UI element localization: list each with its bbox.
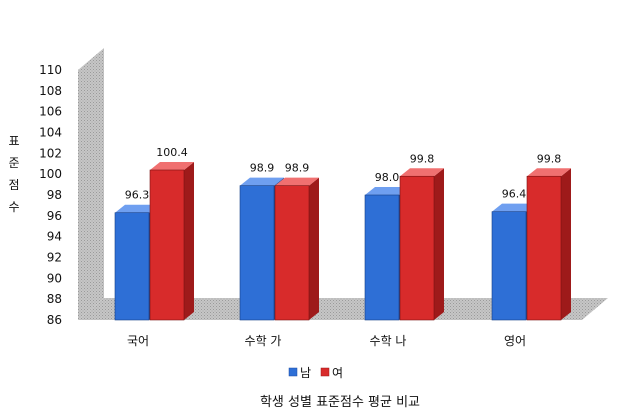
bar-value-label: 98.9 xyxy=(250,162,275,175)
bar-front xyxy=(114,212,150,321)
bar-value-label: 96.3 xyxy=(125,189,150,202)
y-tick-label: 104 xyxy=(39,126,62,140)
legend-label-male: 남 xyxy=(300,366,311,380)
y-tick-label: 98 xyxy=(47,188,62,202)
bar-side xyxy=(309,177,319,320)
bar-value-label: 98.0 xyxy=(375,171,400,184)
bar-value-label: 98.9 xyxy=(285,162,310,175)
legend-swatch-male xyxy=(288,367,298,377)
bar xyxy=(274,177,319,321)
chart-back-wall xyxy=(78,48,104,320)
bar-front xyxy=(491,211,527,321)
x-category-label: 영어 xyxy=(504,334,526,348)
x-category-label: 수학 가 xyxy=(245,334,282,348)
y-tick-label: 90 xyxy=(47,271,62,285)
bar-value-label: 99.8 xyxy=(537,152,562,165)
bar-top xyxy=(527,168,571,177)
bar-top xyxy=(365,187,409,195)
bar-front xyxy=(399,175,435,321)
legend: 남 여 xyxy=(288,366,343,380)
y-tick-label: 110 xyxy=(39,63,62,77)
y-axis-label-char: 준 xyxy=(8,156,19,170)
y-axis-label-char: 점 xyxy=(8,178,19,192)
y-tick-label: 86 xyxy=(47,313,62,327)
bar-top xyxy=(240,177,284,186)
bar-top xyxy=(115,204,159,213)
y-tick-label: 108 xyxy=(39,84,62,98)
x-axis-category-labels: 국어 수학 가 수학 나 영어 xyxy=(127,334,526,348)
bar-front xyxy=(274,185,310,321)
bar-front xyxy=(364,194,400,321)
bar-front xyxy=(239,185,275,321)
y-axis-label-char: 표 xyxy=(8,134,19,148)
bar xyxy=(399,168,444,321)
legend-label-female: 여 xyxy=(332,366,343,380)
y-tick-label: 96 xyxy=(47,209,62,223)
bar-front xyxy=(149,169,185,321)
chart-floor xyxy=(78,298,608,320)
legend-swatch-female xyxy=(320,367,330,377)
bar-top xyxy=(492,203,536,212)
bar-top xyxy=(400,168,444,177)
bar-front xyxy=(526,175,562,321)
y-tick-label: 94 xyxy=(47,230,62,244)
bar-top xyxy=(275,177,319,186)
bar xyxy=(526,168,571,321)
chart-caption: 학생 성별 표준점수 평균 비교 xyxy=(260,395,420,410)
bar-side xyxy=(184,162,194,320)
bar-value-label: 99.8 xyxy=(410,152,435,165)
value-labels: 96.3 100.4 98.9 98.9 98.0 99.8 96.4 99.8 xyxy=(125,146,562,202)
bars xyxy=(114,162,571,321)
y-axis-label-char: 수 xyxy=(8,200,19,214)
bar-side xyxy=(561,168,571,320)
x-category-label: 수학 나 xyxy=(370,334,407,348)
bar-value-label: 96.4 xyxy=(502,188,527,201)
y-tick-label: 92 xyxy=(47,251,62,265)
y-tick-label: 88 xyxy=(47,292,62,306)
y-tick-label: 106 xyxy=(39,105,62,119)
bar-top xyxy=(150,162,194,170)
bar-value-label: 100.4 xyxy=(156,146,188,159)
bar xyxy=(149,162,194,321)
y-axis-label: 표준점수 xyxy=(8,134,19,214)
y-tick-label: 102 xyxy=(39,146,62,160)
y-tick-label: 100 xyxy=(39,167,62,181)
x-category-label: 국어 xyxy=(127,334,149,348)
bar-side xyxy=(434,168,444,320)
y-axis-ticks: 86 88 90 92 94 96 98 100 102 104 106 108 110 xyxy=(39,63,62,327)
